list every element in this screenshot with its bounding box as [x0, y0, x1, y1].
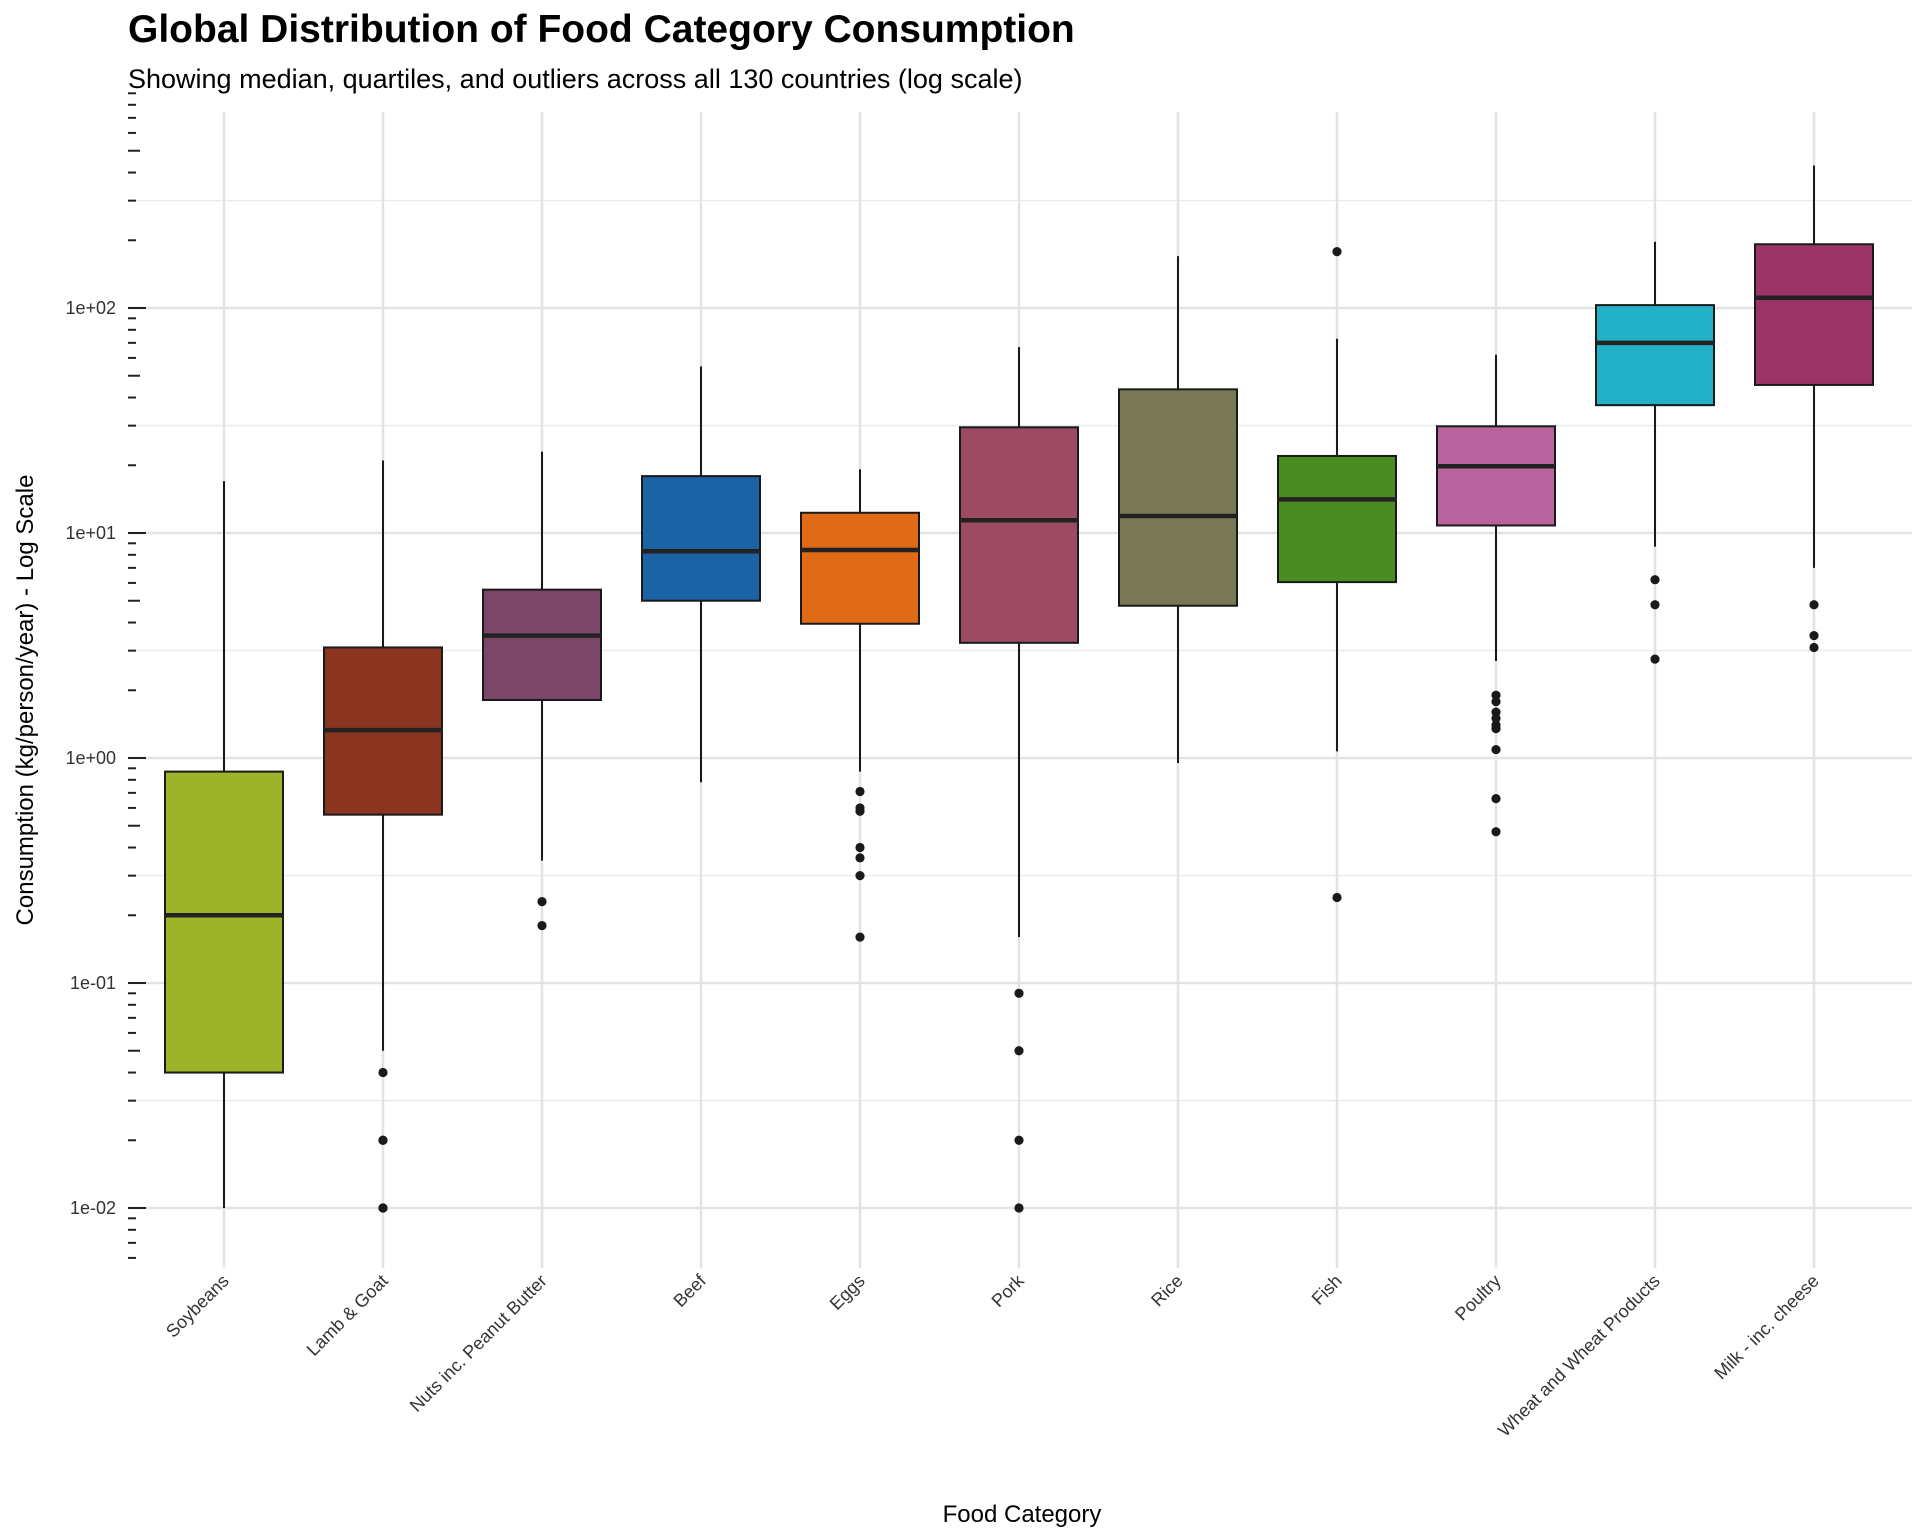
- box-group: [1277, 247, 1397, 903]
- box-group: [1595, 241, 1715, 664]
- x-tick-label: Eggs: [826, 1271, 869, 1314]
- box-group: [959, 347, 1079, 1213]
- outlier-point: [1650, 600, 1660, 610]
- outlier-point: [1332, 892, 1342, 903]
- x-tick-label: Poultry: [1451, 1271, 1505, 1325]
- box: [1754, 243, 1874, 386]
- y-tick-label: 1e+02: [65, 298, 116, 318]
- outlier-point: [1332, 247, 1342, 257]
- box: [164, 770, 284, 1074]
- x-axis-labels: Soybeans Lamb & Goat Nuts inc. Peanut Butt…: [162, 1270, 1823, 1440]
- x-axis-title: Food Category: [943, 1501, 1102, 1528]
- outlier-point: [537, 897, 547, 907]
- outlier-point: [1491, 690, 1501, 700]
- outlier-point: [1014, 988, 1024, 998]
- outlier-point: [1491, 827, 1501, 837]
- outlier-point: [537, 920, 547, 931]
- box-group: [1754, 165, 1874, 653]
- y-axis-title: Consumption (kg/person/year) - Log Scale: [12, 475, 39, 926]
- x-tick-label: Fish: [1308, 1271, 1346, 1309]
- outlier-point: [378, 1203, 388, 1213]
- x-tick-label: Pork: [988, 1270, 1029, 1311]
- box-group: [164, 481, 284, 1208]
- x-tick-label: Nuts inc. Peanut Butter: [406, 1271, 551, 1416]
- y-tick-label: 1e-02: [70, 1198, 116, 1218]
- outlier-point: [855, 853, 865, 863]
- box: [800, 511, 920, 625]
- outlier-point: [855, 806, 865, 816]
- y-tick-label: 1e+01: [65, 523, 116, 543]
- box: [1118, 388, 1238, 607]
- x-tick-label: Beef: [670, 1270, 711, 1311]
- box: [1277, 454, 1397, 584]
- outlier-point: [1014, 1046, 1024, 1056]
- box: [641, 475, 761, 602]
- box-group: [482, 451, 602, 931]
- y-tick-label: 1e+00: [65, 748, 116, 768]
- outlier-point: [1491, 744, 1501, 755]
- outlier-point: [1491, 713, 1501, 723]
- x-tick-label: Milk - inc. cheese: [1710, 1271, 1822, 1383]
- box-group: [641, 366, 761, 783]
- box-group: [323, 460, 443, 1213]
- box-group: [1436, 354, 1556, 837]
- outlier-point: [855, 871, 865, 881]
- outlier-point: [1809, 630, 1819, 641]
- chart-title: Global Distribution of Food Category Con…: [128, 8, 1075, 51]
- outlier-point: [378, 1135, 388, 1145]
- x-tick-label: Lamb & Goat: [303, 1271, 392, 1360]
- box-group: [1118, 256, 1238, 764]
- y-tick-label: 1e-01: [70, 973, 116, 993]
- box-group: [800, 469, 920, 942]
- outlier-point: [855, 786, 865, 797]
- x-tick-label: Wheat and Wheat Products: [1494, 1271, 1664, 1441]
- outlier-point: [1650, 575, 1660, 585]
- outlier-point: [1809, 642, 1819, 653]
- outlier-point: [1491, 794, 1501, 804]
- outlier-point: [1809, 600, 1819, 610]
- outlier-point: [855, 842, 865, 853]
- outlier-point: [1014, 1135, 1024, 1145]
- box: [482, 588, 602, 702]
- chart-subtitle: Showing median, quartiles, and outliers …: [128, 64, 1023, 94]
- outlier-point: [1491, 724, 1501, 734]
- box: [1595, 304, 1715, 407]
- outlier-point: [855, 932, 865, 942]
- outlier-point: [1491, 707, 1501, 717]
- box: [1436, 425, 1556, 527]
- outlier-point: [1491, 697, 1501, 707]
- outlier-point: [378, 1067, 388, 1078]
- x-tick-label: Rice: [1147, 1271, 1187, 1311]
- y-axis: 1e-02 1e-01 1e+00 1e+01 1e+02: [65, 92, 146, 1259]
- outlier-point: [1014, 1203, 1024, 1213]
- box: [959, 426, 1079, 644]
- outlier-point: [1650, 654, 1660, 664]
- x-tick-label: Soybeans: [162, 1271, 233, 1342]
- boxes: [164, 165, 1874, 1213]
